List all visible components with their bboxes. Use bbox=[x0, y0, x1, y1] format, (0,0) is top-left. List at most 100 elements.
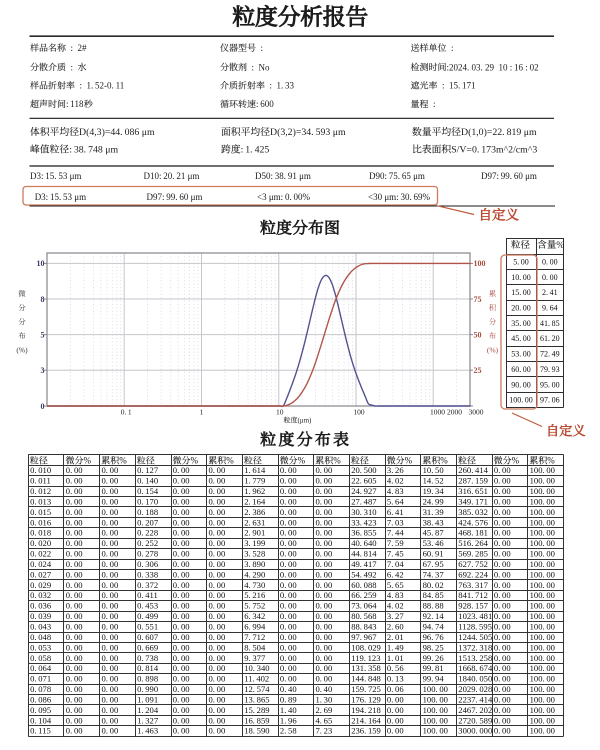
svg-text:0. 00: 0. 00 bbox=[209, 476, 226, 486]
svg-text:0. 00: 0. 00 bbox=[209, 486, 226, 496]
svg-text:20. 00: 20. 00 bbox=[511, 304, 531, 313]
svg-text:4. 83: 4. 83 bbox=[387, 486, 404, 496]
svg-text:0. 00: 0. 00 bbox=[209, 528, 226, 538]
svg-text:0. 00: 0. 00 bbox=[316, 507, 333, 517]
svg-text:0. 00: 0. 00 bbox=[494, 694, 511, 704]
svg-text:80. 568: 80. 568 bbox=[351, 611, 376, 621]
svg-text:100. 00: 100. 00 bbox=[530, 726, 555, 736]
svg-text:0. 00: 0. 00 bbox=[66, 517, 83, 527]
svg-text:0. 00: 0. 00 bbox=[102, 622, 119, 632]
svg-text:0. 00: 0. 00 bbox=[280, 486, 297, 496]
svg-text:%: % bbox=[84, 456, 92, 466]
svg-text:100. 00: 100. 00 bbox=[530, 601, 555, 611]
svg-text:4. 290: 4. 290 bbox=[244, 569, 265, 579]
svg-text:0. 00: 0. 00 bbox=[209, 559, 226, 569]
svg-text:79. 93: 79. 93 bbox=[540, 365, 560, 374]
svg-text:0. 00: 0. 00 bbox=[494, 517, 511, 527]
svg-text:2000: 2000 bbox=[447, 408, 462, 417]
svg-text:49. 417: 49. 417 bbox=[351, 559, 377, 569]
svg-text:0. 00: 0. 00 bbox=[280, 465, 297, 475]
svg-text:60. 00: 60. 00 bbox=[511, 365, 531, 374]
svg-text:2720. 589: 2720. 589 bbox=[458, 715, 492, 725]
svg-text:36. 855: 36. 855 bbox=[351, 528, 376, 538]
svg-text:(%): (%) bbox=[16, 345, 28, 354]
svg-text:0. 00: 0. 00 bbox=[280, 663, 297, 673]
svg-text:: 118: : 118 bbox=[66, 99, 84, 109]
svg-text:0. 00: 0. 00 bbox=[173, 486, 190, 496]
svg-text:0. 086: 0. 086 bbox=[30, 694, 52, 704]
svg-text:22. 605: 22. 605 bbox=[351, 476, 376, 486]
svg-text:1. 779: 1. 779 bbox=[244, 476, 265, 486]
svg-text:0. 00: 0. 00 bbox=[66, 486, 83, 496]
svg-text:0. 00: 0. 00 bbox=[66, 538, 83, 548]
svg-text:0. 00: 0. 00 bbox=[102, 476, 119, 486]
svg-text:2237. 414: 2237. 414 bbox=[458, 694, 493, 704]
svg-text:0. 018: 0. 018 bbox=[30, 528, 51, 538]
svg-text:0. 024: 0. 024 bbox=[30, 559, 52, 569]
svg-text:5. 00: 5. 00 bbox=[513, 258, 529, 267]
svg-text:100. 00: 100. 00 bbox=[530, 684, 555, 694]
svg-text:100. 00: 100. 00 bbox=[530, 580, 555, 590]
svg-text:0. 00: 0. 00 bbox=[173, 580, 190, 590]
svg-text:72. 49: 72. 49 bbox=[540, 350, 560, 359]
svg-text:0. 00: 0. 00 bbox=[494, 715, 511, 725]
svg-text:0. 013: 0. 013 bbox=[30, 497, 51, 507]
svg-text:0. 00: 0. 00 bbox=[102, 528, 119, 538]
svg-text:0. 00: 0. 00 bbox=[494, 528, 511, 538]
svg-text:0. 064: 0. 064 bbox=[30, 663, 52, 673]
svg-text:0. 00: 0. 00 bbox=[209, 569, 226, 579]
svg-text:0. 00: 0. 00 bbox=[280, 507, 297, 517]
svg-text:0. 00: 0. 00 bbox=[316, 674, 333, 684]
svg-text:0. 00: 0. 00 bbox=[494, 538, 511, 548]
svg-text:627. 752: 627. 752 bbox=[458, 559, 488, 569]
svg-text:108. 029: 108. 029 bbox=[351, 642, 381, 652]
svg-text:0. 00: 0. 00 bbox=[173, 590, 190, 600]
svg-text:0. 06: 0. 06 bbox=[387, 684, 404, 694]
svg-text:%: % bbox=[440, 456, 448, 466]
svg-text:: No: : No bbox=[247, 62, 270, 72]
svg-text:0. 00: 0. 00 bbox=[66, 663, 83, 673]
svg-text:0. 00: 0. 00 bbox=[209, 465, 226, 475]
svg-text:0. 00: 0. 00 bbox=[209, 705, 226, 715]
svg-text:0. 00: 0. 00 bbox=[280, 622, 297, 632]
svg-text:0. 89: 0. 89 bbox=[280, 694, 297, 704]
svg-text:131. 358: 131. 358 bbox=[351, 663, 381, 673]
svg-text:D(1,0)=22. 819 μm: D(1,0)=22. 819 μm bbox=[461, 127, 537, 138]
svg-text:0. 00: 0. 00 bbox=[173, 726, 190, 736]
svg-text:0. 00: 0. 00 bbox=[316, 622, 333, 632]
svg-text:0. 00: 0. 00 bbox=[102, 517, 119, 527]
svg-text:5. 216: 5. 216 bbox=[244, 590, 266, 600]
svg-text:0. 00: 0. 00 bbox=[173, 559, 190, 569]
svg-text:0. 453: 0. 453 bbox=[137, 601, 158, 611]
svg-text:2. 386: 2. 386 bbox=[244, 507, 266, 517]
svg-text:100. 00: 100. 00 bbox=[530, 559, 555, 569]
svg-text:0. 048: 0. 048 bbox=[30, 632, 51, 642]
svg-text:0. 00: 0. 00 bbox=[102, 684, 119, 694]
svg-text:0. 00: 0. 00 bbox=[494, 549, 511, 559]
svg-text:0. 00: 0. 00 bbox=[173, 705, 190, 715]
svg-text:0. 00: 0. 00 bbox=[66, 476, 83, 486]
svg-text:0. 00: 0. 00 bbox=[66, 569, 83, 579]
svg-text:1. 96: 1. 96 bbox=[280, 715, 297, 725]
svg-text:7. 23: 7. 23 bbox=[316, 726, 333, 736]
svg-text:100. 00: 100. 00 bbox=[530, 476, 555, 486]
svg-text:60. 91: 60. 91 bbox=[423, 549, 444, 559]
svg-text:2467. 202: 2467. 202 bbox=[458, 705, 492, 715]
svg-text:<30 μm: 30. 69%: <30 μm: 30. 69% bbox=[368, 192, 431, 202]
svg-text:88. 843: 88. 843 bbox=[351, 622, 376, 632]
svg-text:0. 00: 0. 00 bbox=[102, 663, 119, 673]
svg-text:40. 640: 40. 640 bbox=[351, 538, 376, 548]
svg-text:10. 50: 10. 50 bbox=[423, 465, 444, 475]
svg-text:0. 00: 0. 00 bbox=[66, 590, 83, 600]
svg-text:0. 00: 0. 00 bbox=[280, 590, 297, 600]
svg-text:100. 00: 100. 00 bbox=[530, 517, 555, 527]
svg-text:0. 00: 0. 00 bbox=[542, 258, 558, 267]
svg-text:0. 00: 0. 00 bbox=[102, 601, 119, 611]
svg-text::: : bbox=[429, 99, 436, 109]
svg-text:1668. 674: 1668. 674 bbox=[458, 663, 493, 673]
svg-text:0. 00: 0. 00 bbox=[494, 476, 511, 486]
svg-text:1. 40: 1. 40 bbox=[280, 705, 297, 715]
svg-text:: 600: : 600 bbox=[256, 99, 274, 109]
svg-text:0. 00: 0. 00 bbox=[316, 663, 333, 673]
svg-text:0. 00: 0. 00 bbox=[209, 507, 226, 517]
